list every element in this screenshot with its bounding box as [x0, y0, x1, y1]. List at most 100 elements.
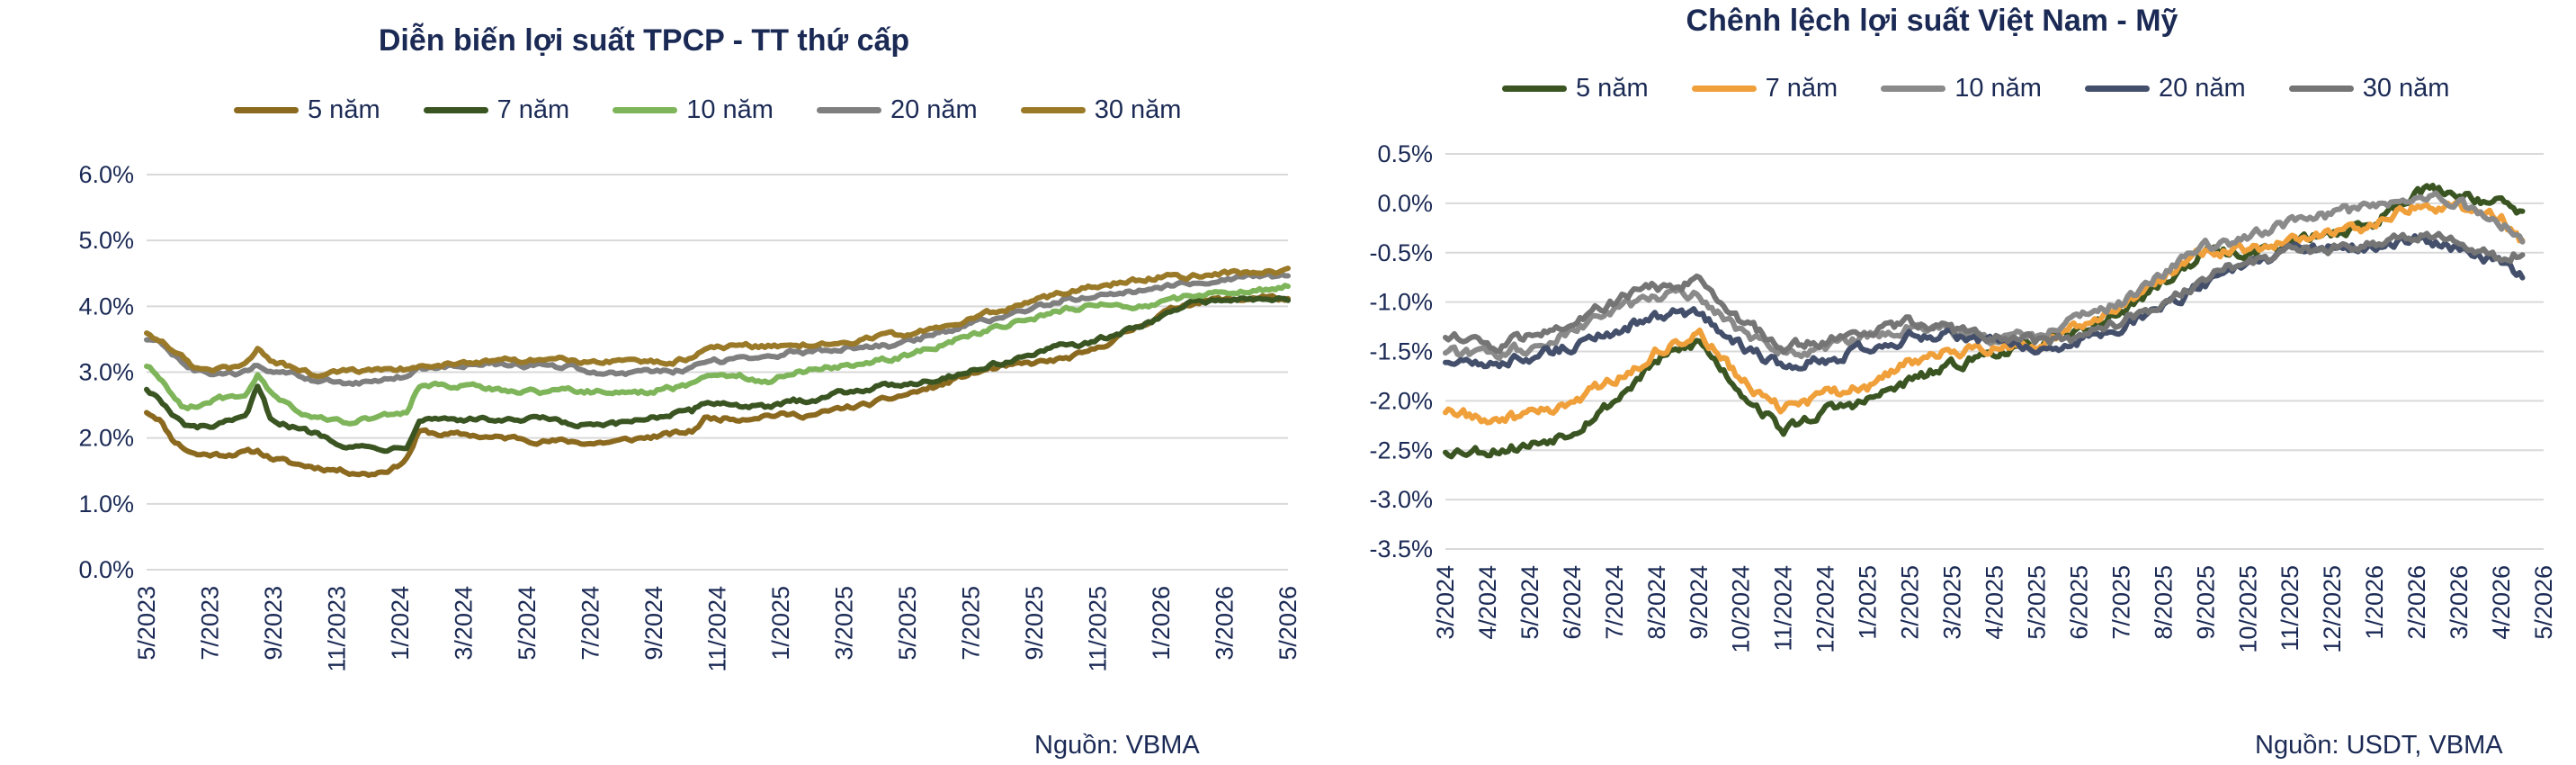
right-chart-legend-label: 30 năm: [2362, 74, 2450, 103]
right-chart-x-tick-label: 3/2024: [1432, 565, 1459, 640]
left-chart-x-tick-label: 3/2026: [1212, 586, 1239, 661]
left-chart-x-tick-label: 9/2023: [260, 586, 287, 661]
left-chart-y-tick-label: 3.0%: [78, 359, 134, 386]
right-chart-legend-swatch: [1881, 86, 1946, 92]
right-chart-legend-item: 7 năm: [1691, 74, 1838, 104]
left-chart-y-tick-label: 1.0%: [78, 490, 134, 518]
right-chart-y-tick-label: -1.0%: [1369, 289, 1433, 316]
right-chart-y-tick-label: -0.5%: [1369, 239, 1433, 266]
right-chart-x-tick-label: 1/2026: [2361, 565, 2388, 640]
right-chart-x-tick-label: 12/2025: [2319, 565, 2346, 653]
right-chart-legend-swatch: [2084, 86, 2150, 92]
left-chart-y-tick-label: 4.0%: [78, 292, 134, 320]
right-chart-y-tick-label: -1.5%: [1369, 338, 1433, 365]
right-chart-legend-swatch: [1691, 86, 1757, 92]
left-chart-series-line: [144, 266, 1291, 380]
left-chart-x-tick-label: 7/2025: [958, 586, 985, 661]
left-chart-x-tick-label: 1/2024: [387, 586, 414, 661]
right-chart-x-tick-label: 1/2025: [1855, 565, 1882, 640]
left-chart-legend-label: 20 năm: [890, 95, 978, 124]
right-chart-legend-swatch: [2288, 86, 2354, 92]
right-chart-source: Nguồn: USDT, VBMA: [2255, 731, 2503, 760]
left-chart-x-tick-label: 7/2024: [577, 586, 604, 661]
right-chart-x-tick-label: 4/2024: [1474, 565, 1501, 640]
right-chart-x-tick-label: 5/2026: [2530, 565, 2557, 640]
left-chart-panel: Diễn biến lợi suất TPCP - TT thứ cấp 5 n…: [78, 23, 1301, 760]
left-chart-x-tick-label: 7/2023: [197, 586, 224, 661]
right-chart-title: Chênh lệch lợi suất Việt Nam - Mỹ: [1686, 4, 2178, 38]
right-chart-x-tick-label: 4/2026: [2488, 565, 2515, 640]
right-chart-y-tick-label: 0.5%: [1377, 140, 1433, 167]
left-chart-legend-swatch: [423, 107, 488, 113]
left-chart-legend: 5 năm 7 năm 10 năm 20 năm 30 năm: [234, 95, 1224, 125]
right-chart-x-tick-label: 9/2024: [1686, 565, 1713, 640]
left-chart-x-tick-label: 5/2023: [133, 586, 160, 661]
right-chart-legend: 5 năm 7 năm 10 năm 20 năm 30 năm: [1502, 74, 2492, 104]
left-chart-series-line: [144, 295, 1291, 454]
right-chart-series-line: [1443, 199, 2526, 426]
left-chart-x-tick-label: 1/2025: [767, 586, 794, 661]
right-chart-x-tick-label: 3/2026: [2446, 565, 2473, 640]
left-chart-x-tick-label: 1/2026: [1148, 586, 1175, 661]
right-chart-x-tick-label: 9/2025: [2192, 565, 2219, 640]
right-chart-x-tick-label: 11/2024: [1770, 565, 1797, 652]
left-chart-plot: 0.0% 1.0% 2.0% 3.0% 4.0% 5.0% 6.0% 5/2023 7/2023…: [78, 161, 1301, 672]
left-chart-x-tick-label: 5/2026: [1275, 586, 1301, 661]
right-chart-x-tick-label: 12/2024: [1812, 565, 1839, 653]
left-chart-y-tick-label: 6.0%: [78, 161, 134, 188]
left-chart-legend-item: 10 năm: [613, 95, 774, 125]
right-chart-series-line: [1443, 230, 2526, 356]
left-chart-x-tick-label: 9/2024: [640, 586, 667, 661]
right-chart-legend-swatch: [1502, 86, 1567, 92]
left-chart-legend-label: 30 năm: [1094, 95, 1182, 124]
left-chart-legend-swatch: [234, 107, 299, 113]
left-chart-legend-item: 20 năm: [816, 95, 978, 125]
left-chart-legend-item: 30 năm: [1020, 95, 1182, 125]
left-chart-x-tick-label: 3/2024: [451, 586, 478, 661]
right-chart-y-tick-label: -3.5%: [1369, 536, 1433, 562]
right-chart-x-tick-label: 11/2025: [2276, 565, 2303, 652]
right-chart-x-tick-label: 10/2024: [1728, 565, 1755, 653]
right-chart-legend-label: 10 năm: [1954, 74, 2042, 103]
left-chart-legend-swatch: [816, 107, 881, 113]
right-chart-x-tick-label: 7/2024: [1601, 565, 1628, 640]
right-chart-legend-item: 10 năm: [1881, 74, 2042, 104]
right-chart-legend-label: 5 năm: [1576, 74, 1649, 103]
left-chart-x-tick-label: 11/2024: [704, 586, 731, 672]
left-chart-legend-swatch: [1020, 107, 1086, 113]
right-chart-x-tick-label: 6/2025: [2065, 565, 2092, 640]
right-chart-x-tick-label: 5/2024: [1516, 565, 1543, 640]
right-chart-y-tick-label: 0.0%: [1377, 190, 1433, 217]
right-chart-x-tick-label: 3/2025: [1939, 565, 1966, 640]
right-chart-x-tick-label: 6/2024: [1559, 565, 1586, 640]
right-chart-y-tick-label: -2.5%: [1369, 436, 1433, 464]
left-chart-legend-swatch: [613, 107, 678, 113]
right-chart-y-tick-label: -2.0%: [1369, 387, 1433, 414]
left-chart-x-tick-label: 3/2025: [831, 586, 858, 661]
right-chart-series-line: [1443, 190, 2526, 362]
left-chart-legend-label: 10 năm: [686, 95, 774, 124]
left-chart-source: Nguồn: VBMA: [1034, 731, 1200, 760]
left-chart-y-tick-label: 2.0%: [78, 425, 134, 452]
right-chart-x-tick-label: 8/2024: [1643, 565, 1670, 640]
left-chart-x-tick-label: 5/2025: [894, 586, 921, 661]
left-chart-x-tick-label: 5/2024: [514, 586, 541, 661]
right-chart-panel: Chênh lệch lợi suất Việt Nam - Mỹ 5 năm 7…: [1288, 0, 2576, 765]
right-chart-x-tick-label: 7/2025: [2107, 565, 2134, 640]
right-chart-legend-item: 30 năm: [2288, 74, 2450, 104]
left-chart-x-tick-label: 11/2023: [324, 586, 351, 672]
right-chart-x-tick-label: 5/2025: [2023, 565, 2050, 640]
right-chart-x-tick-label: 10/2025: [2234, 565, 2261, 653]
right-chart-legend-label: 7 năm: [1765, 74, 1838, 103]
left-chart-x-tick-label: 11/2025: [1085, 586, 1112, 672]
left-chart-legend-item: 7 năm: [423, 95, 570, 125]
left-chart-title: Diễn biến lợi suất TPCP - TT thứ cấp: [378, 23, 910, 58]
right-chart-plot: 0.5% 0.0% -0.5% -1.0% -1.5% -2.0% -2.5% -3.0% -3…: [1369, 140, 2557, 653]
right-chart-x-tick-label: 8/2025: [2150, 565, 2177, 640]
right-chart-legend-item: 20 năm: [2084, 74, 2246, 104]
right-chart-x-tick-label: 2/2026: [2403, 565, 2430, 640]
left-chart-y-tick-label: 5.0%: [78, 227, 134, 254]
left-chart-series-line: [144, 271, 1291, 387]
left-chart-legend-label: 7 năm: [496, 95, 570, 124]
right-chart-x-tick-label: 2/2025: [1897, 565, 1924, 640]
